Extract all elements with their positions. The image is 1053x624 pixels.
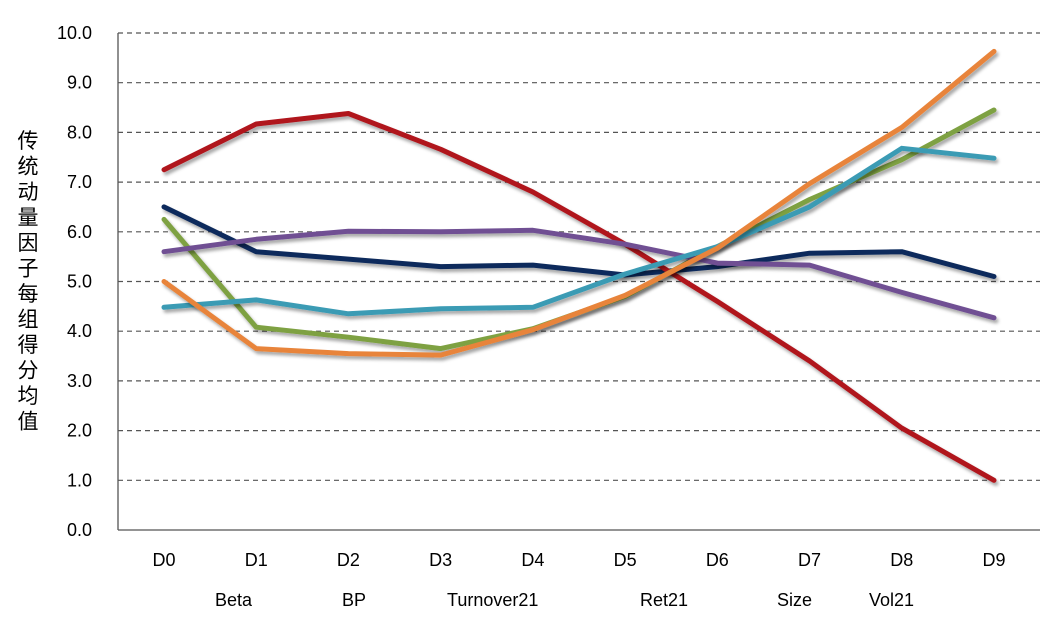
x-tick-label: D4 xyxy=(521,550,544,570)
series-line-vol21 xyxy=(161,48,997,358)
legend-label: Vol21 xyxy=(869,590,914,610)
x-tick-label: D1 xyxy=(245,550,268,570)
legend: Beta BP Turnover21 Ret21 Size Vol21 xyxy=(157,590,914,610)
y-tick-label: 10.0 xyxy=(57,23,92,43)
y-tick-label: 0.0 xyxy=(67,520,92,540)
y-axis-label-char: 值 xyxy=(18,410,39,434)
y-axis-label-char: 量 xyxy=(18,206,39,230)
y-axis-label-char: 均 xyxy=(18,384,39,408)
legend-label: Turnover21 xyxy=(447,590,538,610)
y-axis-label-char: 传 xyxy=(18,129,39,153)
legend-item-turnover21: Turnover21 xyxy=(389,590,538,610)
legend-label: BP xyxy=(342,590,366,610)
legend-label: Ret21 xyxy=(640,590,688,610)
y-axis-label-char: 分 xyxy=(18,359,39,383)
y-axis-label-char: 得 xyxy=(18,333,39,357)
legend-label: Beta xyxy=(215,590,253,610)
series-line-ret21 xyxy=(161,227,997,321)
series-lines xyxy=(161,48,997,483)
x-tick-label: D9 xyxy=(982,550,1005,570)
y-axis-label-char: 统 xyxy=(18,155,39,179)
y-axis-label-char: 每 xyxy=(18,282,39,306)
legend-item-beta: Beta xyxy=(157,590,253,610)
x-tick-label: D6 xyxy=(706,550,729,570)
legend-label: Size xyxy=(777,590,812,610)
y-axis-label-char: 动 xyxy=(18,180,39,204)
y-tick-label: 8.0 xyxy=(67,122,92,142)
y-tick-label: 6.0 xyxy=(67,222,92,242)
y-tick-label: 3.0 xyxy=(67,371,92,391)
legend-item-size: Size xyxy=(719,590,812,610)
x-tick-label: D2 xyxy=(337,550,360,570)
gridlines xyxy=(118,32,1040,481)
y-tick-label: 7.0 xyxy=(67,172,92,192)
x-tick-label: D0 xyxy=(152,550,175,570)
legend-item-bp: BP xyxy=(284,590,366,610)
y-tick-label: 9.0 xyxy=(67,73,92,93)
x-tick-label: D7 xyxy=(798,550,821,570)
legend-item-ret21: Ret21 xyxy=(582,590,688,610)
x-tick-label: D5 xyxy=(614,550,637,570)
y-axis-ticks: 0.0 1.0 2.0 3.0 4.0 5.0 6.0 7.0 8.0 9.0 10.0 xyxy=(57,23,92,540)
x-tick-label: D3 xyxy=(429,550,452,570)
legend-item-vol21: Vol21 xyxy=(811,590,914,610)
series-line-bp xyxy=(161,111,997,483)
y-axis-label-char: 组 xyxy=(18,308,39,332)
y-axis-label-char: 子 xyxy=(18,257,39,281)
y-tick-label: 2.0 xyxy=(67,421,92,441)
x-axis-ticks: D0 D1 D2 D3 D4 D5 D6 D7 D8 D9 xyxy=(152,550,1005,570)
y-tick-label: 1.0 xyxy=(67,470,92,490)
series-line-beta xyxy=(161,204,997,279)
y-tick-label: 5.0 xyxy=(67,272,92,292)
y-tick-label: 4.0 xyxy=(67,321,92,341)
y-axis-label-char: 因 xyxy=(18,231,39,255)
axes xyxy=(117,33,1040,531)
x-tick-label: D8 xyxy=(890,550,913,570)
series-line-size xyxy=(161,145,997,317)
